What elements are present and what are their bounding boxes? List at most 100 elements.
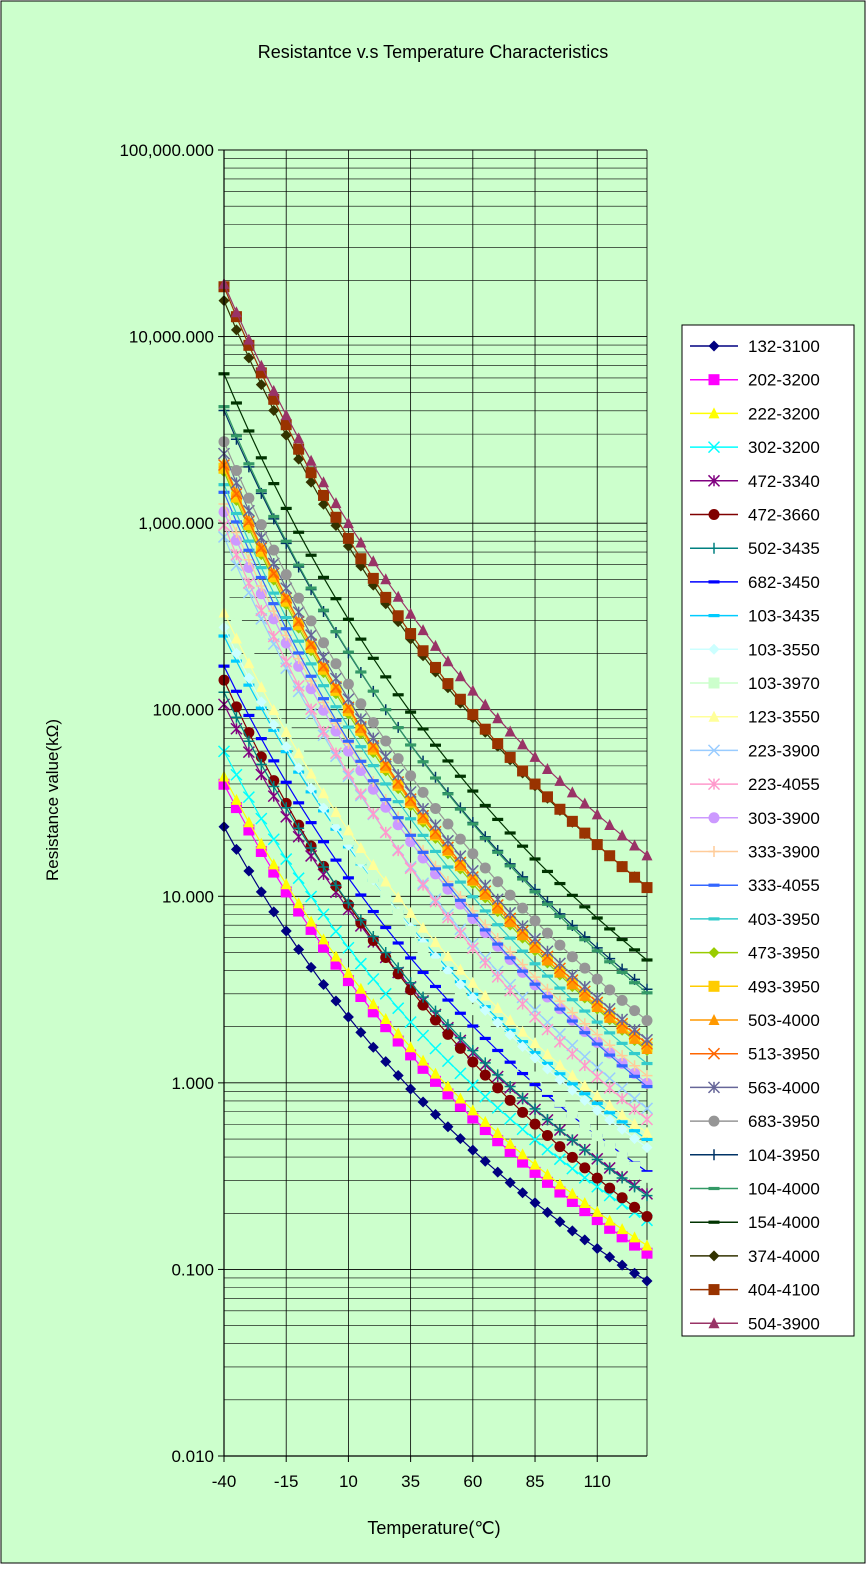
data-point [467,1112,479,1124]
data-point [492,738,504,750]
data-point [616,1082,629,1095]
data-point [255,737,267,741]
data-point [367,1041,379,1053]
legend-item: 202-3200 [690,371,820,390]
data-point [230,527,242,539]
data-point [591,1154,603,1166]
data-point [330,597,342,601]
data-point [578,980,591,993]
data-point [405,906,417,918]
data-point [392,768,405,781]
data-point [380,890,392,902]
data-point [280,853,293,866]
data-point [604,1222,616,1234]
legend-marker [708,614,720,618]
data-point [541,1114,553,1126]
data-point [641,1126,653,1138]
data-point [305,476,317,488]
data-point [380,1056,392,1068]
data-point [554,1216,566,1228]
data-point [467,789,479,793]
data-point [243,646,255,658]
legend-label: 473-3950 [748,944,820,963]
data-point [379,826,392,839]
data-point [504,1014,516,1026]
data-point [491,1101,504,1114]
data-point [430,1075,441,1087]
data-point [467,976,479,988]
data-point [442,1080,454,1092]
data-point [541,869,553,874]
data-point [230,793,242,805]
data-point [367,859,379,871]
data-point [591,1180,604,1193]
data-point [242,586,255,599]
data-point [442,974,454,986]
data-point [517,1071,529,1076]
data-point [305,821,317,825]
data-point [591,1089,603,1101]
legend-marker [708,812,720,824]
legend-marker [708,374,720,386]
data-point [442,883,454,895]
data-point [517,949,529,953]
y-tick-label: 1.000 [171,1074,214,1093]
data-point [442,1028,454,1040]
legend-label: 403-3950 [748,910,820,929]
data-point [604,984,616,996]
data-point [442,883,454,887]
data-point [268,906,280,918]
data-point [616,1231,628,1243]
legend-marker [708,1284,720,1296]
data-point [629,1267,641,1279]
data-point [243,735,255,747]
data-point [579,1092,591,1096]
data-point [293,801,305,805]
data-point [492,844,504,856]
x-tick-label: 10 [339,1472,358,1491]
data-point [641,1239,653,1251]
data-point [230,491,242,503]
legend-label: 682-3450 [748,573,820,592]
data-point [230,465,242,477]
data-point [641,1137,653,1142]
data-point [479,862,491,874]
data-point [566,1007,578,1019]
data-point [305,615,317,627]
data-point [380,1021,392,1033]
data-point [392,1069,404,1081]
data-point [317,725,330,738]
data-point [268,404,280,416]
data-point [429,819,442,832]
data-point [405,1083,417,1095]
data-point [280,925,292,937]
legend-marker [708,643,720,655]
data-point [504,915,516,927]
data-point [529,1197,541,1209]
data-point [454,898,466,902]
series-123-3550 [218,606,653,1138]
data-point [517,959,529,971]
data-point [255,367,267,379]
data-point [541,791,553,803]
data-point [230,843,242,855]
legend-item: 103-3435 [690,607,820,626]
data-point [604,850,616,862]
legend-marker [708,1317,720,1329]
data-point [242,791,255,804]
data-point [367,656,379,660]
data-point [454,989,466,1001]
data-point [405,1049,417,1061]
data-point [517,844,529,848]
y-tick-label: 0.010 [171,1447,214,1466]
data-point [479,803,491,808]
data-point [355,1026,367,1038]
data-point [591,1001,603,1013]
data-point [504,946,516,958]
data-point [541,1048,553,1060]
data-point [230,701,242,713]
data-point [641,1275,653,1287]
data-point [504,1112,517,1125]
data-point [454,693,466,705]
data-point [528,932,542,945]
